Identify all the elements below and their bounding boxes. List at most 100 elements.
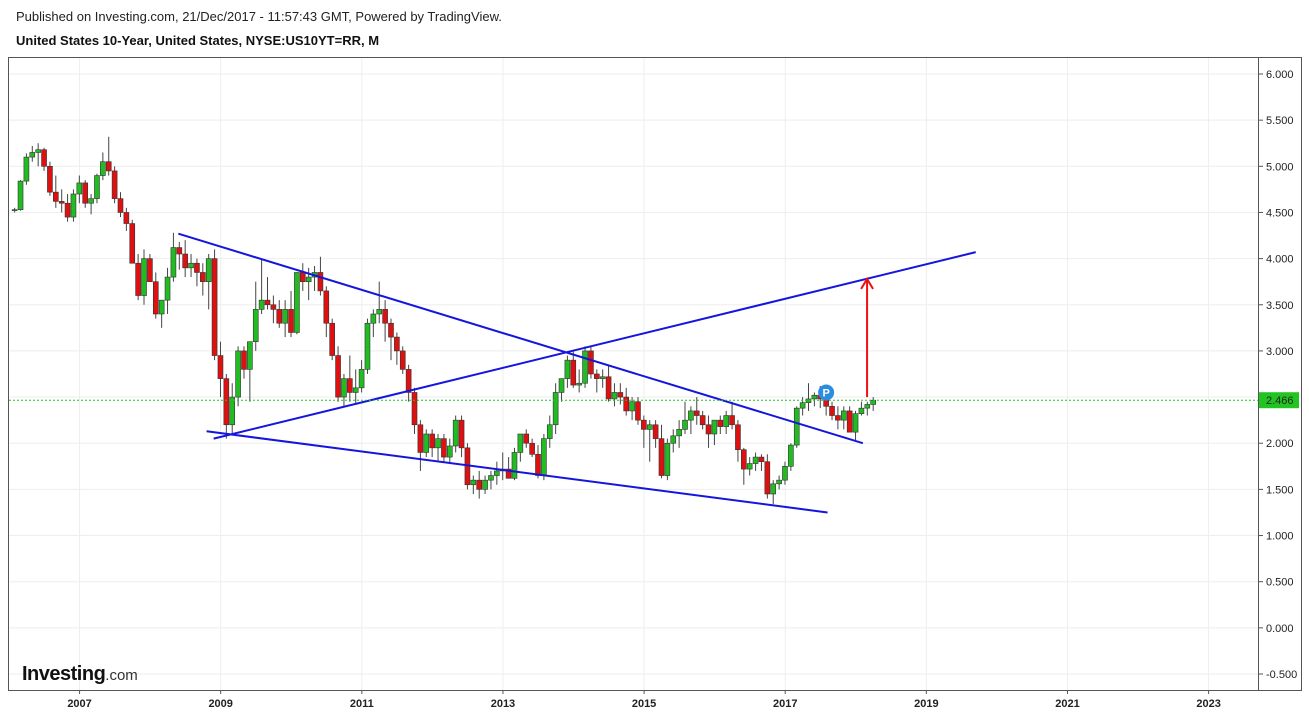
candle-body bbox=[741, 449, 747, 470]
candle-down bbox=[264, 277, 271, 310]
candle-up bbox=[723, 410, 729, 434]
candle-body bbox=[105, 161, 112, 172]
grid bbox=[9, 58, 1258, 690]
candle-body bbox=[452, 419, 459, 447]
y-tick-label: 0.000 bbox=[1266, 623, 1294, 635]
candle-up bbox=[446, 438, 453, 464]
candle-down bbox=[58, 189, 65, 213]
candle-up bbox=[558, 378, 565, 402]
candle-up bbox=[688, 406, 694, 434]
candle-down bbox=[323, 286, 330, 338]
candle-body bbox=[682, 419, 688, 430]
candle-up bbox=[258, 258, 265, 314]
candle-body bbox=[605, 376, 612, 400]
x-tick-label: 2017 bbox=[773, 698, 797, 710]
candle-body bbox=[388, 322, 394, 338]
candle-up bbox=[35, 143, 41, 167]
candle-body bbox=[288, 309, 294, 333]
candle-body bbox=[205, 258, 212, 282]
candle-down bbox=[82, 180, 89, 208]
candle-up bbox=[94, 173, 100, 204]
candle-down bbox=[388, 318, 394, 361]
candle-body bbox=[123, 212, 130, 224]
candle-body bbox=[394, 336, 400, 352]
candle-down bbox=[429, 429, 435, 458]
candle-down bbox=[382, 300, 388, 342]
candle-body bbox=[58, 201, 65, 204]
candle-body bbox=[623, 396, 630, 412]
candle-body bbox=[270, 304, 277, 310]
candle-up bbox=[782, 461, 788, 485]
y-tick-label: 5.500 bbox=[1266, 115, 1294, 127]
candle-body bbox=[47, 166, 53, 193]
candle-down bbox=[399, 346, 406, 374]
candle-up bbox=[499, 452, 506, 481]
candle-body bbox=[258, 299, 265, 310]
candle-down bbox=[64, 194, 71, 222]
candle-body bbox=[494, 470, 500, 476]
candle-up bbox=[11, 207, 18, 213]
candle-body bbox=[241, 350, 247, 370]
candle-down bbox=[411, 387, 418, 434]
candle-body bbox=[594, 373, 600, 379]
candle-down bbox=[176, 242, 183, 270]
candle-up bbox=[682, 401, 688, 434]
candle-down bbox=[417, 420, 424, 471]
candle-down bbox=[523, 429, 530, 448]
candle-body bbox=[11, 209, 18, 211]
candle-down bbox=[693, 397, 700, 425]
candle-down bbox=[288, 290, 294, 338]
candle-body bbox=[305, 276, 312, 282]
candle-down bbox=[111, 166, 118, 204]
candle-body bbox=[782, 466, 788, 481]
candle-up bbox=[229, 383, 236, 434]
candle-down bbox=[641, 415, 647, 448]
candle-body bbox=[299, 272, 306, 282]
y-tick-label: 4.000 bbox=[1266, 254, 1294, 266]
candle-body bbox=[217, 355, 224, 379]
candle-up bbox=[582, 346, 588, 388]
candle-up bbox=[341, 374, 347, 407]
y-tick-label: 3.000 bbox=[1266, 346, 1294, 358]
candle-body bbox=[835, 415, 841, 421]
x-tick-label: 2019 bbox=[914, 698, 938, 710]
candle-body bbox=[570, 359, 577, 386]
candle-up bbox=[141, 249, 147, 305]
candle-down bbox=[135, 254, 141, 301]
candle-body bbox=[641, 419, 647, 430]
candle-down bbox=[570, 350, 577, 388]
candle-body bbox=[588, 350, 594, 375]
candle-down bbox=[658, 424, 665, 479]
candle-down bbox=[535, 445, 541, 479]
candle-body bbox=[546, 424, 553, 439]
candle-up bbox=[611, 383, 618, 407]
candle-body bbox=[758, 456, 765, 462]
candle-down bbox=[846, 406, 853, 433]
candle-down bbox=[741, 447, 747, 485]
candle-up bbox=[664, 438, 671, 481]
candle-up bbox=[100, 152, 106, 181]
last-price-badge bbox=[1259, 392, 1299, 409]
candle-up bbox=[29, 146, 36, 162]
candle-body bbox=[200, 272, 206, 282]
candle-body bbox=[176, 247, 183, 255]
candle-up bbox=[370, 309, 377, 338]
candle-down bbox=[276, 300, 283, 328]
candle-up bbox=[423, 429, 430, 458]
candle-up bbox=[629, 397, 635, 421]
candle-body bbox=[117, 198, 124, 213]
candle-up bbox=[564, 355, 571, 388]
candle-up bbox=[376, 281, 383, 324]
candle-body bbox=[282, 309, 288, 324]
candle-up bbox=[840, 406, 847, 430]
candle-body bbox=[852, 413, 859, 433]
candle-body bbox=[764, 461, 771, 495]
candle-body bbox=[411, 392, 418, 426]
candle-up bbox=[670, 429, 677, 453]
candle-down bbox=[605, 364, 612, 402]
p-marker-label: P bbox=[822, 387, 829, 399]
candle-body bbox=[529, 442, 535, 455]
candle-body bbox=[776, 479, 782, 485]
candle-body bbox=[635, 401, 641, 421]
